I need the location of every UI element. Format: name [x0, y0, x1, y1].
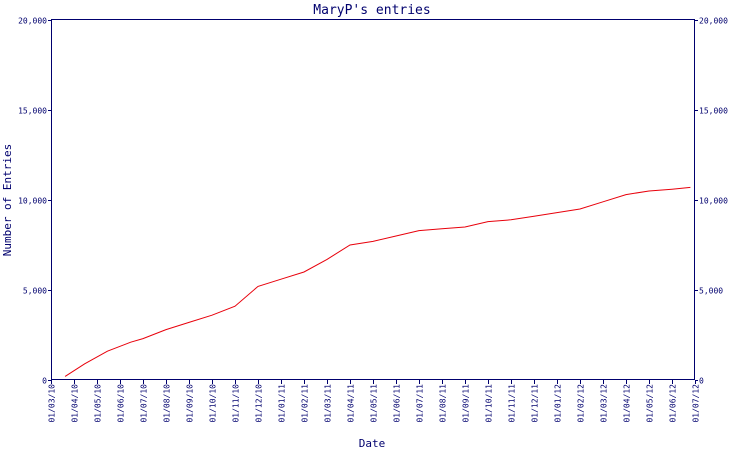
x-tick-label: 01/02/12 — [577, 384, 586, 423]
y-tick-label: 20,000 — [18, 17, 47, 26]
x-tick-label: 01/03/11 — [324, 384, 333, 423]
x-tick-label: 01/11/11 — [508, 384, 517, 423]
x-tick-label: 01/10/10 — [209, 384, 218, 423]
x-tick-label: 01/12/10 — [255, 384, 264, 423]
x-axis: 01/03/10 01/04/10 01/05/10 01/06/10 01/07/10… — [48, 380, 701, 423]
y-tick-label: 15,000 — [18, 107, 47, 116]
x-tick-label: 01/04/12 — [623, 384, 632, 423]
x-tick-label: 01/07/10 — [140, 384, 149, 423]
x-tick-label: 01/01/12 — [554, 384, 563, 423]
y-tick-label-right: 20,000 — [699, 17, 728, 26]
x-tick-label: 01/07/12 — [692, 384, 701, 423]
y-tick-label: 10,000 — [18, 197, 47, 206]
x-tick-label: 01/05/10 — [94, 384, 103, 423]
chart-title: MaryP's entries — [313, 3, 430, 18]
y-axis-right: 0 5,000 10,000 15,000 20,000 — [695, 17, 728, 386]
y-tick-label-right: 5,000 — [699, 287, 723, 296]
plot-frame — [51, 19, 695, 380]
y-tick-label-right: 0 — [699, 377, 704, 386]
x-tick-label: 01/06/11 — [393, 384, 402, 423]
x-tick-label: 01/11/10 — [232, 384, 241, 423]
x-tick-label: 01/01/11 — [278, 384, 287, 423]
x-tick-label: 01/05/11 — [370, 384, 379, 423]
x-tick-label: 01/09/10 — [186, 384, 195, 423]
x-tick-label: 01/04/11 — [347, 384, 356, 423]
x-tick-label: 01/06/12 — [669, 384, 678, 423]
y-axis-label: Number of Entries — [1, 144, 14, 257]
x-tick-label: 01/10/11 — [485, 384, 494, 423]
x-tick-label: 01/06/10 — [117, 384, 126, 423]
y-tick-label-right: 15,000 — [699, 107, 728, 116]
x-axis-label: Date — [359, 437, 386, 450]
y-tick-label: 5,000 — [23, 287, 47, 296]
x-tick-label: 01/05/12 — [646, 384, 655, 423]
y-tick-label: 0 — [42, 377, 47, 386]
y-tick-label-right: 10,000 — [699, 197, 728, 206]
x-tick-label: 01/08/10 — [163, 384, 172, 423]
series-layer — [64, 186, 691, 377]
x-tick-label: 01/02/11 — [301, 384, 310, 423]
x-tick-label: 01/08/11 — [439, 384, 448, 423]
x-tick-label: 01/03/12 — [600, 384, 609, 423]
x-tick-label: 01/12/11 — [531, 384, 540, 423]
x-tick-label: 01/04/10 — [71, 384, 80, 423]
x-tick-label: 01/07/11 — [416, 384, 425, 423]
x-tick-label: 01/03/10 — [48, 384, 57, 423]
y-axis-left: 0 5,000 10,000 15,000 20,000 — [18, 17, 52, 386]
x-tick-label: 01/09/11 — [462, 384, 471, 423]
